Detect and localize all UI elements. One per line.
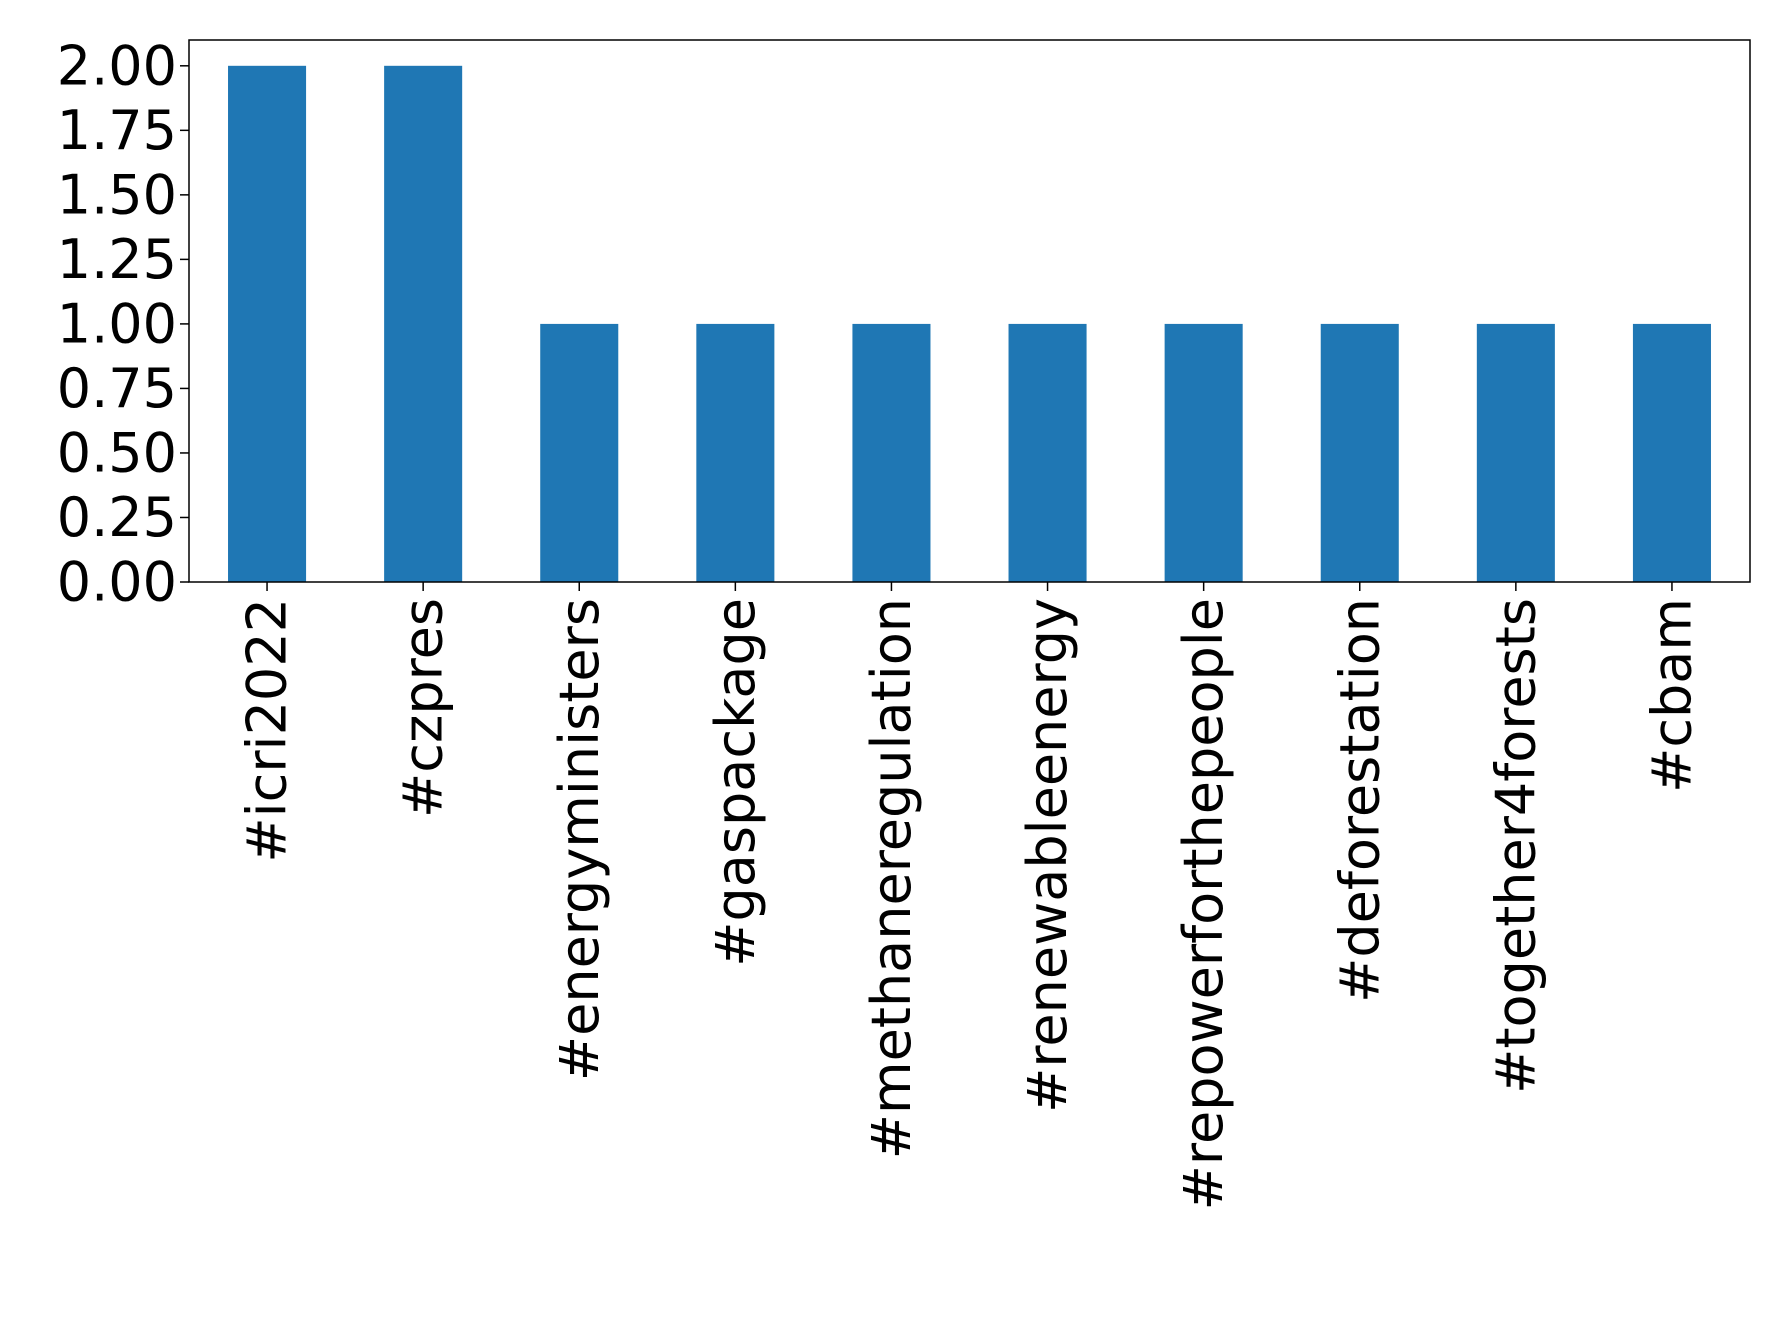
y-axis: 0.000.250.500.751.001.251.501.752.00 bbox=[57, 34, 189, 614]
y-tick-label: 1.00 bbox=[57, 292, 177, 355]
y-tick-label: 2.00 bbox=[57, 34, 177, 97]
x-tick-label: #repowerforthepeople bbox=[1172, 598, 1235, 1210]
y-tick-label: 1.50 bbox=[57, 163, 177, 226]
x-tick-label: #methaneregulation bbox=[860, 598, 923, 1159]
bar-methaneregulation bbox=[852, 323, 931, 582]
bar-together4forests bbox=[1476, 323, 1555, 582]
bar-renewableenergy bbox=[1008, 323, 1087, 582]
x-tick-label: #cbam bbox=[1640, 598, 1703, 793]
bar-repowerforthepeople bbox=[1164, 323, 1243, 582]
x-axis: #icri2022 #czpres #energyministers #gaspack… bbox=[236, 582, 1703, 1210]
x-tick-label: #icri2022 bbox=[236, 598, 299, 863]
x-tick-label: #energyministers bbox=[548, 598, 611, 1081]
x-tick-label: #gaspackage bbox=[704, 598, 767, 967]
x-tick-label: #czpres bbox=[392, 598, 455, 818]
x-tick-label: #together4forests bbox=[1484, 598, 1547, 1094]
bar-icri2022 bbox=[228, 65, 307, 583]
y-tick-label: 1.75 bbox=[57, 99, 177, 162]
y-tick-label: 0.25 bbox=[57, 486, 177, 549]
y-tick-label: 0.50 bbox=[57, 421, 177, 484]
y-tick-label: 0.00 bbox=[57, 551, 177, 614]
bar-gaspackage bbox=[696, 323, 775, 582]
y-tick-label: 1.25 bbox=[57, 228, 177, 291]
bar-czpres bbox=[384, 65, 463, 583]
bars-group bbox=[228, 65, 1711, 583]
x-tick-label: #renewableenergy bbox=[1016, 598, 1079, 1113]
bar-deforestation bbox=[1320, 323, 1399, 582]
y-tick-label: 0.75 bbox=[57, 357, 177, 420]
bar-cbam bbox=[1632, 323, 1711, 582]
plot-frame bbox=[188, 39, 1751, 583]
x-tick-label: #deforestation bbox=[1328, 598, 1391, 1003]
bar-energyministers bbox=[540, 323, 619, 582]
